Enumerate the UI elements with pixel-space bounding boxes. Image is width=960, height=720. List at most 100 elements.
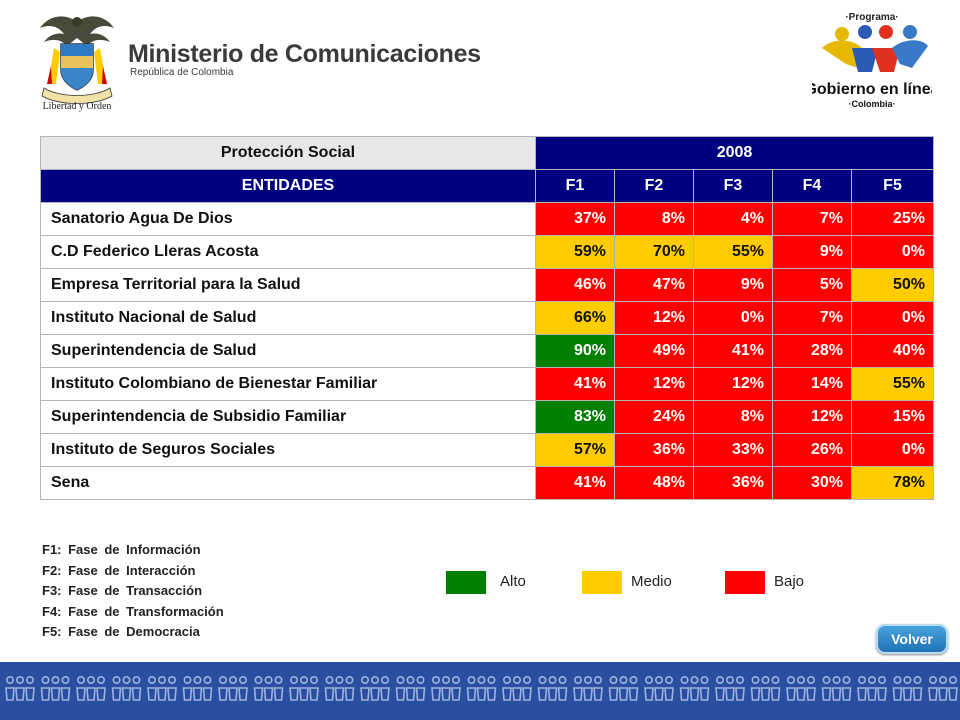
phase-value-cell: 78%: [850, 466, 935, 500]
phase-value-cell: 33%: [693, 433, 773, 467]
people-group-icon: [608, 675, 639, 701]
phase-value-cell: 37%: [535, 202, 615, 236]
entity-name-cell: Instituto Nacional de Salud: [40, 301, 536, 335]
people-group-icon: [289, 675, 319, 701]
phase-value-cell: 9%: [693, 268, 773, 302]
people-group-icon: [573, 675, 603, 701]
phase-value-cell: 15%: [850, 400, 935, 434]
phase-value-cell: 70%: [614, 235, 694, 269]
phase-value-cell: 12%: [693, 367, 773, 401]
phase-value-cell: 59%: [535, 235, 615, 269]
people-group-icon: [360, 675, 390, 701]
table-category-row: Protección Social 2008: [40, 136, 935, 170]
phase-value-cell: 50%: [850, 268, 935, 302]
table-row: Empresa Territorial para la Salud 46% 47% 9…: [40, 268, 935, 302]
column-header: F4: [772, 169, 852, 203]
entity-name-cell: Empresa Territorial para la Salud: [40, 268, 536, 302]
phase-value-cell: 8%: [614, 202, 694, 236]
gobierno-en-linea-logo: ·Programa· Gobierno en línea ·Colombia·: [804, 8, 939, 112]
people-group-icon: [5, 675, 35, 701]
phase-value-cell: 8%: [693, 400, 773, 434]
people-group-icon: [715, 675, 745, 701]
phase-value-cell: 41%: [535, 367, 615, 401]
colombia-coat-of-arms-logo: Libertad y Orden: [34, 8, 120, 112]
entity-name-cell: Sena: [40, 466, 536, 500]
column-header: F1: [535, 169, 615, 203]
people-group-icon: [644, 675, 674, 701]
people-group-icon: [466, 675, 497, 701]
phase-value-cell: 47%: [614, 268, 694, 302]
phase-legend-item: F1: Fase de Información: [42, 542, 201, 557]
entity-name-cell: Superintendencia de Subsidio Familiar: [40, 400, 536, 434]
alto-label: Alto: [500, 573, 526, 590]
volver-button[interactable]: Volver: [876, 624, 948, 654]
phase-value-cell: 55%: [850, 367, 935, 401]
phase-value-cell: 28%: [772, 334, 852, 368]
people-group-icon: [502, 675, 532, 701]
people-group-icon: [111, 675, 142, 701]
phase-value-cell: 0%: [850, 433, 935, 467]
entity-name-cell: Superintendencia de Salud: [40, 334, 536, 368]
protection-social-phase-table: Protección Social 2008 ENTIDADES F1 F2 F…: [40, 136, 935, 500]
crest-motto: Libertad y Orden: [43, 101, 112, 112]
people-group-icon: [431, 675, 461, 701]
entity-name-cell: C.D Federico Lleras Acosta: [40, 235, 536, 269]
phase-value-cell: 5%: [772, 268, 852, 302]
ministry-branding: Ministerio de Comunicaciones República d…: [128, 40, 481, 78]
table-row: C.D Federico Lleras Acosta 59% 70% 55% 9% 0%: [40, 235, 935, 269]
column-header: F5: [850, 169, 935, 203]
people-group-icon: [892, 675, 923, 701]
table-row: Superintendencia de Salud 90% 49% 41% 28% 40%: [40, 334, 935, 368]
table-row: Instituto de Seguros Sociales 57% 36% 33% 26…: [40, 433, 935, 467]
phase-legend: F1: Fase de Información F2: Fase de Inte…: [42, 540, 224, 643]
phase-value-cell: 48%: [614, 466, 694, 500]
phase-value-cell: 40%: [850, 334, 935, 368]
category-cell: Protección Social: [40, 136, 536, 170]
phase-value-cell: 14%: [772, 367, 852, 401]
phase-legend-item: F5: Fase de Democracia: [42, 624, 200, 639]
phase-value-cell: 41%: [535, 466, 615, 500]
people-group-icon: [182, 675, 213, 701]
entity-name-cell: Sanatorio Agua De Dios: [40, 202, 536, 236]
people-group-icon: [537, 675, 568, 701]
people-group-icon: [147, 675, 177, 701]
column-header: F3: [693, 169, 773, 203]
ministry-name: Ministerio de Comunicaciones: [128, 40, 481, 68]
table-row: Superintendencia de Subsidio Familiar 83%…: [40, 400, 935, 434]
alto-swatch: [446, 571, 486, 594]
people-group-icon: [750, 675, 781, 701]
phase-value-cell: 41%: [693, 334, 773, 368]
footer-band: [0, 662, 960, 720]
table-row: Instituto Nacional de Salud 66% 12% 0% 7% 0%: [40, 301, 935, 335]
phase-legend-item: F3: Fase de Transacción: [42, 583, 203, 598]
people-group-icon: [253, 675, 284, 701]
phase-value-cell: 83%: [535, 400, 615, 434]
phase-value-cell: 36%: [614, 433, 694, 467]
entity-name-cell: Instituto Colombiano de Bienestar Famili…: [40, 367, 536, 401]
phase-value-cell: 46%: [535, 268, 615, 302]
table-row: Instituto Colombiano de Bienestar Famili…: [40, 367, 935, 401]
people-group-icon: [679, 675, 710, 701]
phase-value-cell: 66%: [535, 301, 615, 335]
bajo-label: Bajo: [774, 573, 805, 590]
phase-value-cell: 7%: [772, 301, 852, 335]
phase-value-cell: 0%: [850, 301, 935, 335]
medio-swatch: [582, 571, 622, 594]
phase-value-cell: 30%: [772, 466, 852, 500]
phase-value-cell: 57%: [535, 433, 615, 467]
column-header: F2: [614, 169, 694, 203]
phase-value-cell: 26%: [772, 433, 852, 467]
phase-value-cell: 12%: [772, 400, 852, 434]
ministry-country: República de Colombia: [130, 67, 234, 78]
program-country: ·Colombia·: [849, 99, 896, 109]
people-group-icon: [786, 675, 816, 701]
table-row: Sena 41% 48% 36% 30% 78%: [40, 466, 935, 500]
phase-value-cell: 0%: [693, 301, 773, 335]
people-group-icon: [324, 675, 355, 701]
bajo-swatch: [725, 571, 765, 594]
phase-value-cell: 90%: [535, 334, 615, 368]
phase-value-cell: 7%: [772, 202, 852, 236]
phase-value-cell: 9%: [772, 235, 852, 269]
people-group-icon: [5, 675, 958, 701]
people-group-icon: [395, 675, 426, 701]
